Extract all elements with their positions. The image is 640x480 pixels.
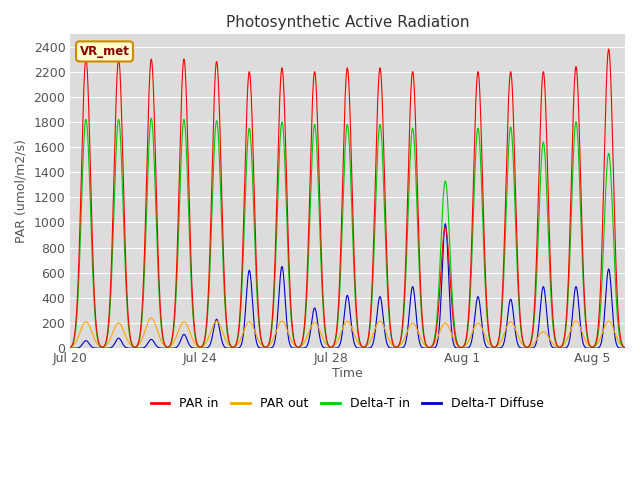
PAR in bbox=[66, 345, 74, 350]
Delta-T Diffuse bbox=[442, 221, 449, 227]
X-axis label: Time: Time bbox=[332, 367, 363, 380]
PAR out bbox=[396, 343, 403, 349]
Delta-T in bbox=[621, 345, 629, 351]
Delta-T Diffuse bbox=[621, 345, 629, 351]
Text: VR_met: VR_met bbox=[79, 45, 129, 58]
Y-axis label: PAR (umol/m2/s): PAR (umol/m2/s) bbox=[15, 139, 28, 243]
Delta-T in bbox=[354, 328, 362, 334]
PAR in bbox=[621, 345, 629, 350]
Delta-T in bbox=[66, 345, 74, 351]
PAR in bbox=[605, 46, 612, 52]
Line: Delta-T Diffuse: Delta-T Diffuse bbox=[70, 224, 625, 348]
PAR out bbox=[587, 344, 595, 349]
PAR out bbox=[561, 341, 568, 347]
Delta-T in bbox=[396, 342, 403, 348]
PAR in bbox=[525, 342, 533, 348]
PAR out bbox=[354, 339, 362, 345]
Title: Photosynthetic Active Radiation: Photosynthetic Active Radiation bbox=[225, 15, 469, 30]
Delta-T Diffuse bbox=[526, 345, 534, 351]
Delta-T Diffuse bbox=[354, 345, 362, 351]
Delta-T Diffuse bbox=[587, 345, 595, 351]
PAR in bbox=[396, 342, 403, 348]
PAR in bbox=[354, 322, 362, 328]
Legend: PAR in, PAR out, Delta-T in, Delta-T Diffuse: PAR in, PAR out, Delta-T in, Delta-T Dif… bbox=[146, 392, 549, 415]
Delta-T Diffuse bbox=[396, 345, 403, 351]
PAR out bbox=[445, 326, 453, 332]
PAR out bbox=[66, 345, 74, 350]
Delta-T Diffuse bbox=[445, 293, 453, 299]
PAR out bbox=[526, 344, 534, 350]
PAR in bbox=[561, 335, 568, 341]
Delta-T in bbox=[587, 344, 595, 349]
Delta-T in bbox=[561, 336, 568, 342]
PAR out bbox=[621, 345, 629, 350]
Line: PAR in: PAR in bbox=[70, 49, 625, 348]
Delta-T in bbox=[147, 115, 155, 121]
PAR in bbox=[445, 264, 453, 269]
PAR in bbox=[586, 343, 594, 349]
PAR out bbox=[147, 315, 155, 321]
Delta-T in bbox=[445, 236, 453, 241]
Delta-T in bbox=[526, 343, 534, 348]
Delta-T Diffuse bbox=[66, 345, 74, 351]
Line: Delta-T in: Delta-T in bbox=[70, 118, 625, 348]
Delta-T Diffuse bbox=[561, 345, 568, 351]
Line: PAR out: PAR out bbox=[70, 318, 625, 348]
